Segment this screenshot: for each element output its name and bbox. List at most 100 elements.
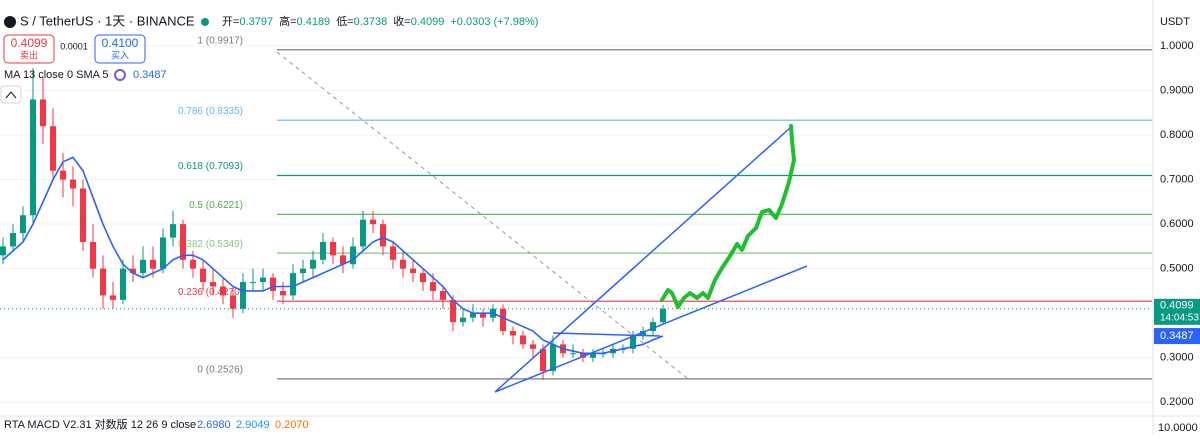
candle-body (640, 331, 646, 336)
indicator-name: MA 13 close 0 SMA 5 (4, 69, 109, 81)
candle-body (390, 246, 396, 260)
candle-body (0, 246, 6, 256)
candle-body (360, 219, 366, 247)
y-tick-label: 0.2000 (1160, 396, 1194, 408)
last-price-box (1154, 298, 1200, 325)
candle-body (380, 224, 386, 247)
candles (0, 68, 666, 381)
sell-price[interactable]: 0.4099 (11, 36, 48, 50)
candle-body (650, 322, 656, 332)
ohlc: 开= 0.3797 高= 0.4189 低= 0.3738 收= 0.4099 +0.0303 … (222, 14, 538, 28)
candle-body (580, 353, 586, 358)
projection-path (660, 124, 796, 309)
y-tick-label: 0.7000 (1160, 174, 1194, 186)
candle-body (400, 259, 406, 269)
candle-body (440, 290, 446, 300)
candle-body (570, 353, 576, 355)
symbol-icon (4, 16, 16, 28)
candle-body (270, 277, 276, 291)
candle-body (130, 268, 136, 274)
candle-body (310, 259, 316, 269)
fib-retracement: 1 (0.9917) 0.786 (0.8335) 0.618 (0.7093) 0.… (178, 35, 1152, 380)
candle-body (30, 99, 36, 216)
buy-button[interactable] (94, 34, 146, 64)
ohlc-label: 收= (393, 14, 410, 28)
candle-body (370, 219, 376, 225)
candle-body (150, 259, 156, 269)
candle-body (290, 273, 296, 296)
candle-body (250, 282, 256, 284)
candle-body (590, 353, 596, 358)
candle-body (660, 308, 666, 323)
candle-body (500, 308, 506, 332)
fib-label: 0.5 (0.6221) (189, 200, 243, 211)
candle-body (120, 268, 126, 300)
candle-body (240, 282, 246, 309)
candle-body (520, 335, 526, 345)
countdown: 14:04:53 (1160, 312, 1199, 323)
ohlc-value: 0.3797 (239, 16, 273, 28)
candle-body (630, 335, 636, 349)
candle-body (280, 290, 286, 296)
candle-body (300, 268, 306, 274)
trend-line (494, 265, 808, 393)
buy-price[interactable]: 0.4100 (102, 36, 139, 50)
candle-body (430, 282, 436, 291)
candle-body (100, 268, 106, 296)
candle-body (510, 331, 516, 336)
candle-body (190, 259, 196, 269)
candle-body (220, 286, 226, 296)
candle-body (20, 215, 26, 234)
candle-body (230, 295, 236, 309)
ma-line (2, 156, 664, 355)
candle-body (210, 282, 216, 287)
candle-body (410, 268, 416, 274)
sell-button[interactable] (3, 34, 55, 64)
macd-name: RTA MACD V2.31 对数版 12 26 9 close (4, 417, 196, 431)
macd-axis-label: 10.0000 (1158, 422, 1198, 434)
candle-body (10, 233, 16, 247)
price-axis: 1.0000 0.9000 0.8000 0.7000 0.6000 0.5000 0.30… (1160, 40, 1194, 408)
fib-label: 0.236 (0.4270) (178, 287, 243, 298)
candle-body (90, 241, 96, 269)
candle-body (200, 268, 206, 283)
buy-label[interactable]: 买入 (111, 50, 129, 60)
candle-body (40, 99, 46, 127)
ohlc-label: 开= (222, 16, 239, 28)
candle-body (460, 317, 466, 323)
sell-label[interactable]: 卖出 (20, 49, 38, 60)
candle-body (350, 246, 356, 265)
market-status (201, 18, 209, 26)
candle-body (260, 277, 266, 283)
candle-body (330, 241, 336, 256)
ma-price-label: 0.3487 (1160, 330, 1194, 342)
collapse-button[interactable] (0, 85, 22, 104)
candle-body (420, 273, 426, 283)
y-tick-label: 1.0000 (1160, 40, 1194, 52)
spread: 0.0001 (60, 41, 88, 51)
candle-body (60, 170, 66, 180)
y-tick-label: 0.6000 (1160, 218, 1194, 230)
candle-body (470, 313, 476, 318)
macd-value: 2.6980 (197, 419, 231, 431)
ohlc-value: 0.3738 (354, 16, 388, 28)
ohlc-value: 0.4099 (411, 16, 445, 28)
y-tick-label: 0.3000 (1160, 352, 1194, 364)
collapse-icon[interactable] (5, 91, 17, 99)
candle-body (170, 224, 176, 238)
fib-label: 0.382 (0.5349) (178, 239, 243, 250)
candle-body (340, 255, 346, 265)
fib-label: 0.618 (0.7093) (178, 161, 243, 172)
change: +0.0303 (+7.98%) (450, 16, 538, 28)
ohlc-value: 0.4189 (297, 16, 331, 28)
currency: USDT (1160, 16, 1190, 28)
candle-body (110, 295, 116, 300)
symbol: S / TetherUS · 1天 · BINANCE (20, 13, 195, 28)
last-price-label: 0.4099 (1160, 300, 1194, 312)
macd-value: 0.2070 (275, 419, 309, 431)
candle-body (80, 188, 86, 242)
candle-body (480, 313, 486, 318)
candle-body (550, 344, 556, 372)
y-tick-label: 0.8000 (1160, 129, 1194, 141)
